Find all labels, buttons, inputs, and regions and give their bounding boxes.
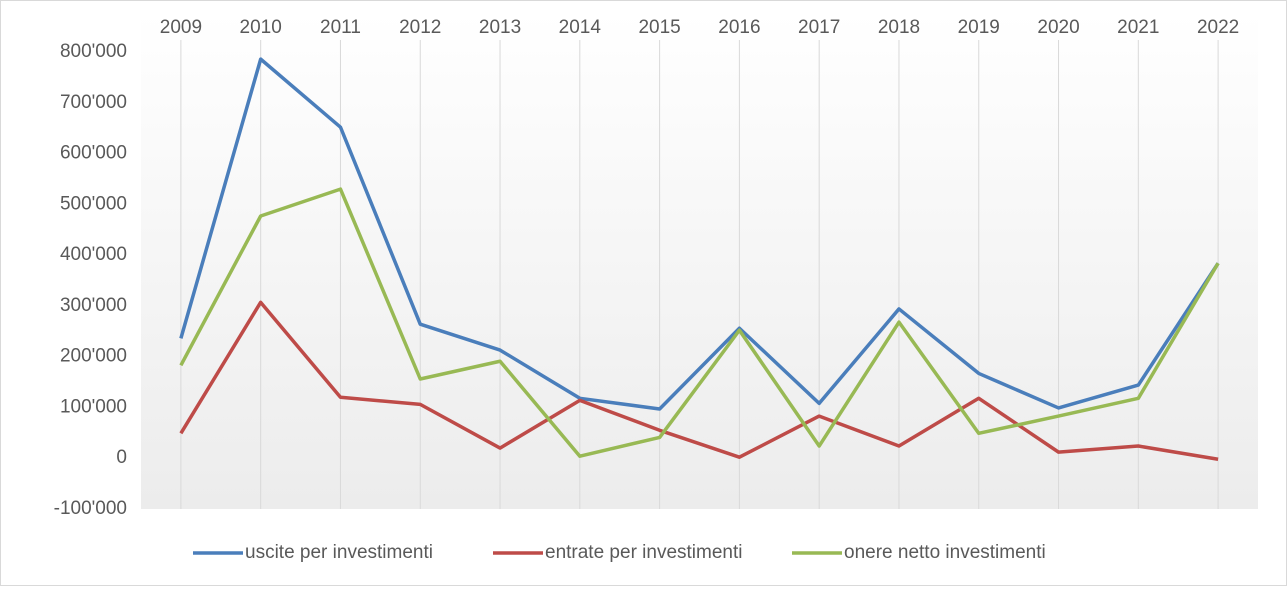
legend-label: uscite per investimenti xyxy=(245,542,433,563)
x-tick-label: 2022 xyxy=(1197,17,1239,38)
x-tick-label: 2012 xyxy=(399,17,441,38)
x-tick-label: 2013 xyxy=(479,17,521,38)
y-tick-label: 100'000 xyxy=(60,396,127,417)
series-line xyxy=(179,187,1220,458)
x-tick-label: 2019 xyxy=(958,17,1000,38)
x-tick-label: 2016 xyxy=(718,17,760,38)
x-tick-label: 2018 xyxy=(878,17,920,38)
series-line xyxy=(179,57,1220,411)
series-line xyxy=(179,300,1219,461)
x-tick-label: 2009 xyxy=(160,17,202,38)
x-tick-label: 2014 xyxy=(559,17,602,38)
x-tick-label: 2020 xyxy=(1037,17,1079,38)
x-tick-label: 2010 xyxy=(240,17,282,38)
y-tick-label: 700'000 xyxy=(60,92,127,113)
x-tick-label: 2015 xyxy=(638,17,680,38)
y-tick-label: -100'000 xyxy=(54,498,127,519)
x-tick-label: 2017 xyxy=(798,17,840,38)
plot-area xyxy=(141,12,1258,509)
y-tick-label: 300'000 xyxy=(60,295,127,316)
x-tick-label: 2021 xyxy=(1117,17,1159,38)
y-tick-label: 800'000 xyxy=(60,41,127,62)
legend-label: entrate per investimenti xyxy=(545,542,743,563)
legend-label: onere netto investimenti xyxy=(844,542,1046,563)
y-tick-label: 0 xyxy=(116,447,127,468)
y-tick-label: 400'000 xyxy=(60,244,127,265)
x-tick-label: 2011 xyxy=(320,17,361,38)
y-tick-label: 600'000 xyxy=(60,143,127,164)
y-tick-label: 200'000 xyxy=(60,346,127,367)
y-tick-label: 500'000 xyxy=(60,193,127,214)
